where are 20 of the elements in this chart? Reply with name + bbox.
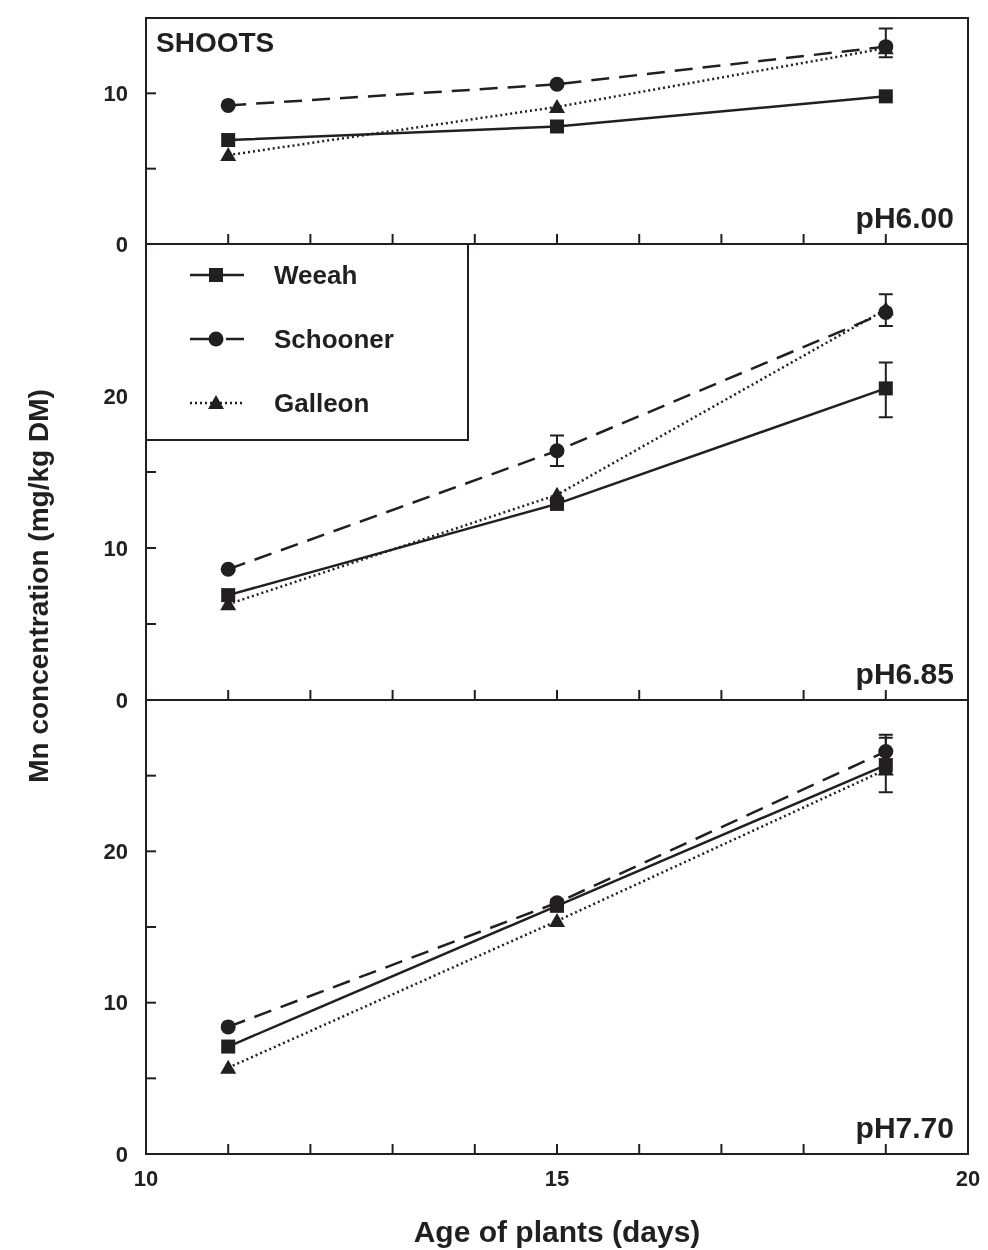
x-tick-label: 15	[544, 1166, 570, 1191]
y-tick-label: 10	[103, 990, 128, 1016]
x-axis-title: Age of plants (days)	[413, 1215, 701, 1248]
annotation: pH6.00	[855, 201, 954, 234]
x-tick-label: 10	[133, 1166, 159, 1191]
y-tick-label: 10	[103, 535, 128, 561]
y-axis-title: Mn concentration (mg/kg DM)	[23, 389, 54, 783]
y-tick-label: 20	[103, 383, 128, 409]
x-tick-label: 20	[955, 1166, 981, 1191]
legend-label: Galleon	[274, 388, 370, 418]
legend-label: Schooner	[274, 324, 394, 354]
annotation: pH7.70	[855, 1111, 954, 1144]
y-tick-label: 0	[115, 231, 128, 257]
y-tick-label: 10	[103, 80, 128, 106]
y-tick-label: 20	[103, 838, 128, 864]
annotation: pH6.85	[855, 657, 954, 690]
y-tick-label: 0	[115, 687, 128, 713]
y-tick-label: 0	[115, 1141, 128, 1167]
legend-label: Weeah	[274, 260, 358, 290]
annotation: SHOOTS	[156, 27, 275, 58]
